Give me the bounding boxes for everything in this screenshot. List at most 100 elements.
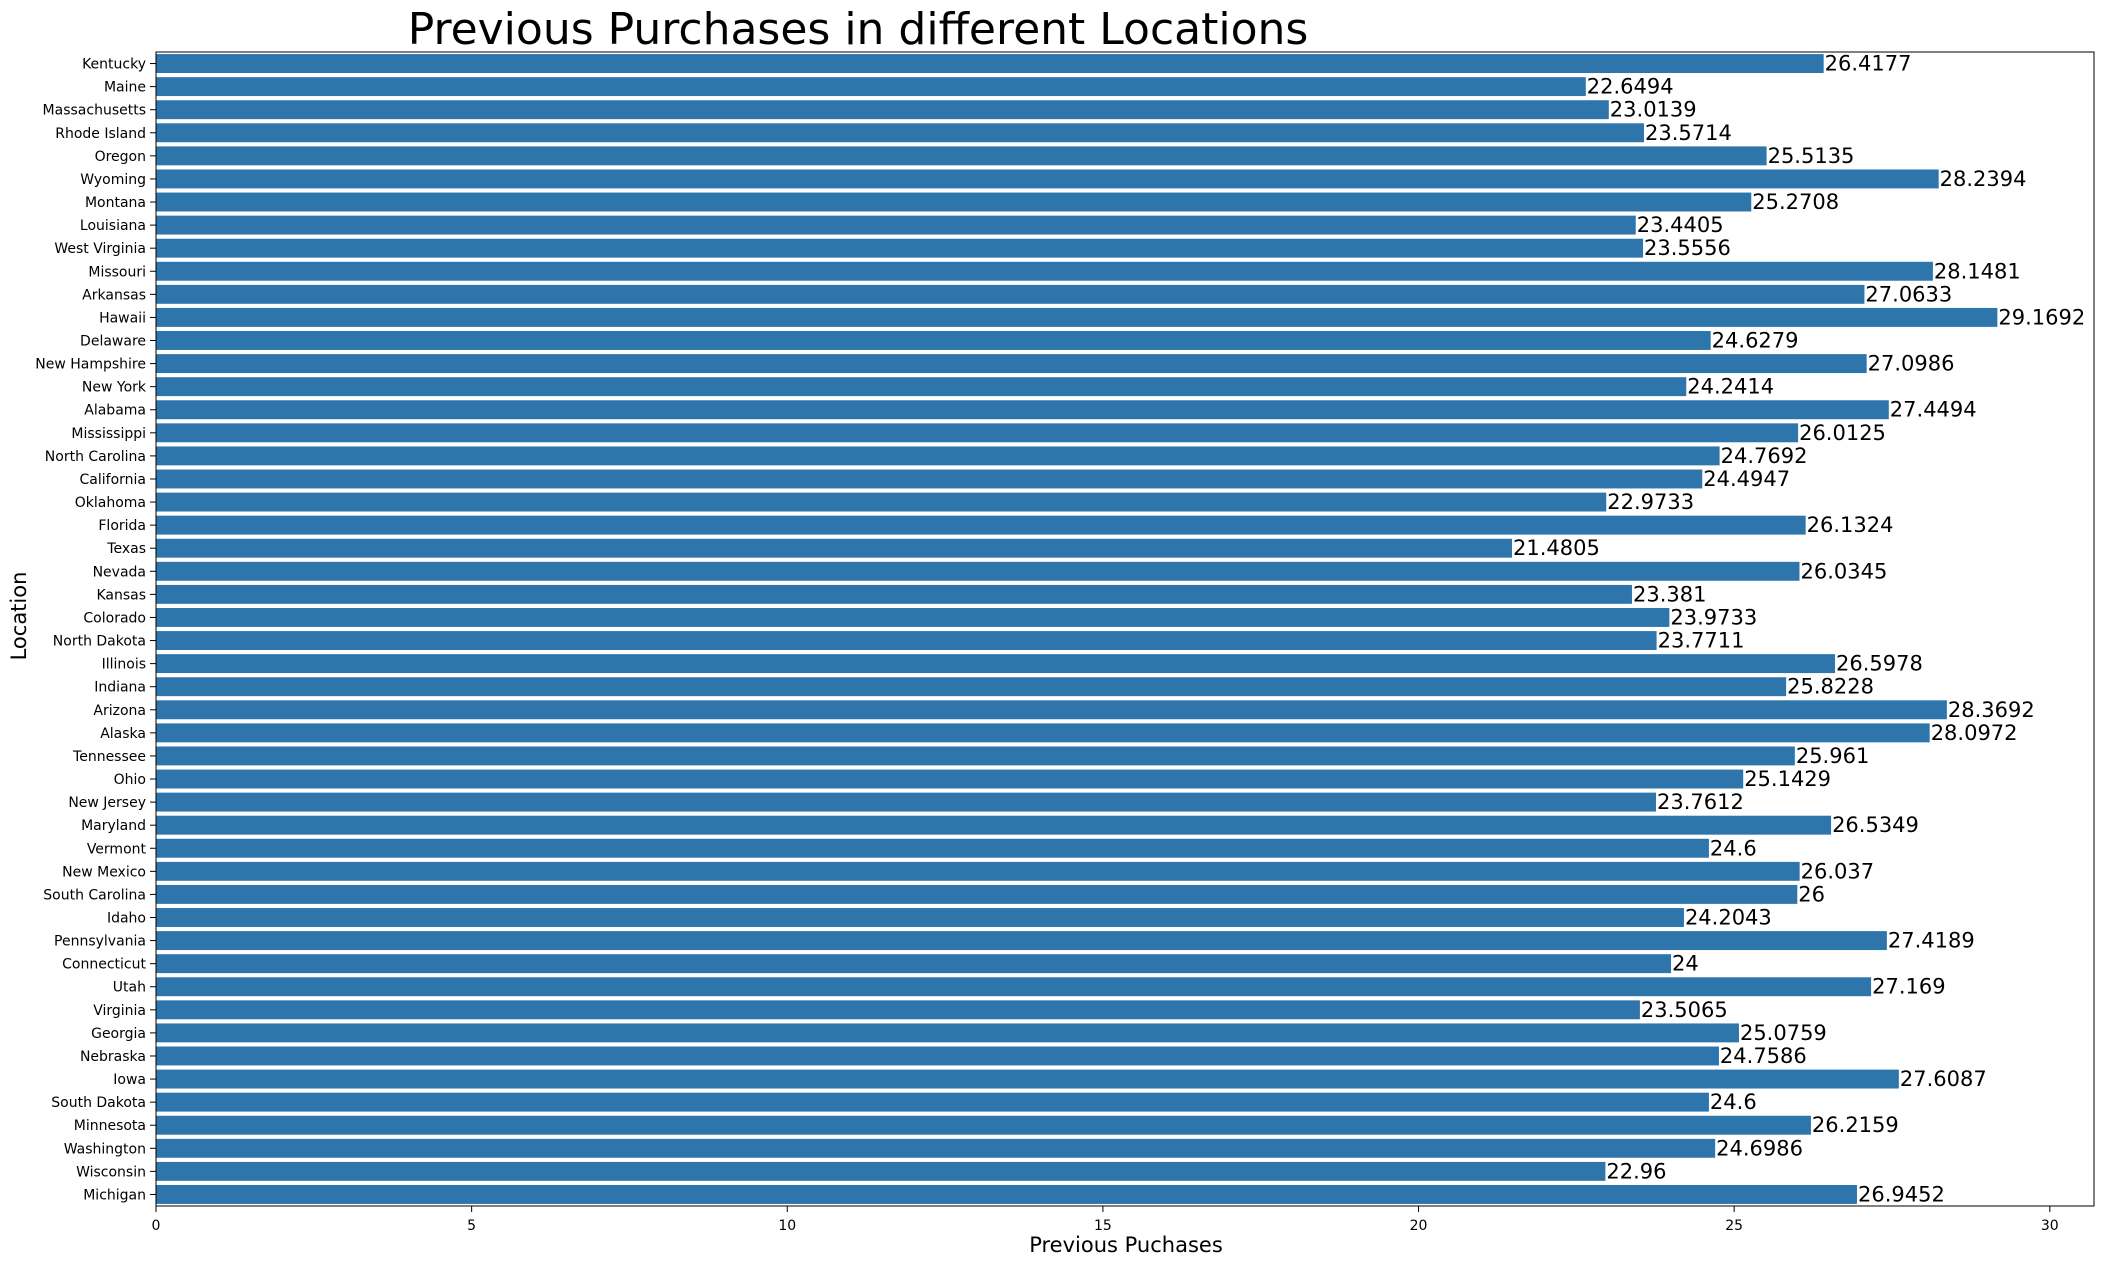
data-label: 28.2394: [1940, 167, 2027, 191]
data-label: 27.0986: [1868, 352, 1955, 376]
data-label: 26.2159: [1812, 1113, 1899, 1137]
y-tick-label: Arizona: [93, 703, 146, 719]
data-label: 26.4177: [1825, 52, 1912, 76]
y-tick-label: California: [80, 472, 146, 488]
y-tick-label: Minnesota: [74, 1118, 146, 1134]
bar: [156, 400, 1889, 420]
y-tick-label: Georgia: [91, 1026, 146, 1042]
data-label: 21.4805: [1513, 536, 1600, 560]
y-tick-label: North Carolina: [45, 449, 146, 465]
bar: [156, 377, 1687, 397]
bar: [156, 515, 1806, 535]
bar: [156, 746, 1795, 766]
y-tick-label: Oklahoma: [75, 495, 146, 511]
data-label: 24.2414: [1687, 375, 1774, 399]
data-label: 26.5978: [1836, 652, 1923, 676]
bar: [156, 284, 1865, 304]
data-label: 25.1429: [1744, 767, 1831, 791]
y-tick-label: Michigan: [83, 1187, 146, 1203]
data-label: 27.4189: [1888, 929, 1975, 953]
bar: [156, 838, 1709, 858]
bar: [156, 307, 1998, 327]
y-tick-label: Maine: [104, 80, 146, 96]
data-label: 22.96: [1606, 1159, 1666, 1183]
bar: [156, 1092, 1709, 1112]
y-tick-label: Connecticut: [62, 957, 146, 973]
x-tick-label: 10: [778, 1218, 796, 1234]
data-label: 23.5065: [1641, 998, 1728, 1022]
data-label: 26.0345: [1800, 559, 1887, 583]
data-label: 24.6986: [1716, 1136, 1803, 1160]
x-tick-label: 30: [2041, 1218, 2059, 1234]
y-tick-label: Maryland: [81, 818, 146, 834]
y-tick-label: New York: [82, 380, 147, 396]
data-label: 23.381: [1633, 582, 1706, 606]
data-label: 28.3692: [1948, 698, 2035, 722]
data-label: 24: [1672, 952, 1699, 976]
data-label: 23.4405: [1637, 213, 1724, 237]
bar: [156, 538, 1513, 558]
bar: [156, 654, 1836, 674]
chart-title: Previous Purchases in different Location…: [408, 4, 1309, 55]
y-tick-label: Alaska: [100, 726, 146, 742]
y-tick-label: Iowa: [113, 1072, 146, 1088]
data-label: 26.0125: [1799, 421, 1886, 445]
y-tick-label: North Dakota: [53, 634, 146, 650]
y-tick-label: Rhode Island: [55, 126, 146, 142]
data-label: 28.1481: [1934, 259, 2021, 283]
x-axis-label: Previous Puchases: [1029, 1233, 1223, 1257]
y-tick-label: Wisconsin: [76, 1164, 146, 1180]
y-tick-label: Montana: [85, 195, 146, 211]
bar: [156, 1023, 1739, 1043]
data-label: 23.7612: [1657, 790, 1744, 814]
bar: [156, 238, 1643, 258]
bar: [156, 1161, 1606, 1181]
bar: [156, 1000, 1640, 1020]
y-tick-label: Louisiana: [80, 218, 146, 234]
bar: [156, 561, 1800, 581]
y-tick-label: Virginia: [93, 1003, 146, 1019]
bar: [156, 423, 1799, 443]
bar: [156, 215, 1636, 235]
x-axis-ticks: 0 5 10 15 20 25 30: [152, 1206, 2059, 1234]
bar: [156, 792, 1656, 812]
data-label: 29.1692: [1998, 305, 2085, 329]
y-tick-label: New Mexico: [62, 864, 146, 880]
data-label: 25.8228: [1787, 675, 1874, 699]
bar: [156, 54, 1824, 74]
data-label: 23.9733: [1670, 605, 1757, 629]
data-label: 26.037: [1801, 859, 1874, 883]
y-tick-label: Alabama: [84, 403, 146, 419]
bar: [156, 861, 1800, 881]
y-tick-label: Illinois: [102, 657, 146, 673]
data-label: 25.2708: [1752, 190, 1839, 214]
plot-frame: [155, 51, 2095, 1207]
bar: [156, 769, 1744, 789]
data-label: 23.0139: [1610, 98, 1697, 122]
bar: [156, 446, 1720, 466]
data-label: 25.961: [1796, 744, 1869, 768]
y-tick-label: Massachusetts: [43, 103, 146, 119]
y-tick-label: New Hampshire: [35, 357, 146, 373]
bar: [156, 607, 1670, 627]
y-tick-label: Washington: [64, 1141, 146, 1157]
data-label: 28.0972: [1931, 721, 2018, 745]
data-label: 22.9733: [1607, 490, 1694, 514]
bar: [156, 261, 1933, 281]
y-tick-label: Kansas: [96, 587, 146, 603]
bar: [156, 908, 1684, 927]
x-tick-label: 15: [1094, 1218, 1112, 1234]
data-label: 25.5135: [1768, 144, 1855, 168]
y-tick-label: Delaware: [80, 334, 146, 350]
y-tick-label: South Dakota: [51, 1095, 146, 1111]
y-tick-label: Nebraska: [80, 1049, 146, 1065]
data-label: 26.1324: [1807, 513, 1894, 537]
bars-group: [156, 54, 1998, 1204]
data-label: 27.169: [1872, 975, 1945, 999]
x-tick-label: 0: [152, 1218, 161, 1234]
y-tick-label: Pennsylvania: [54, 934, 146, 950]
y-axis-label: Location: [7, 572, 31, 661]
bar: [156, 631, 1657, 651]
